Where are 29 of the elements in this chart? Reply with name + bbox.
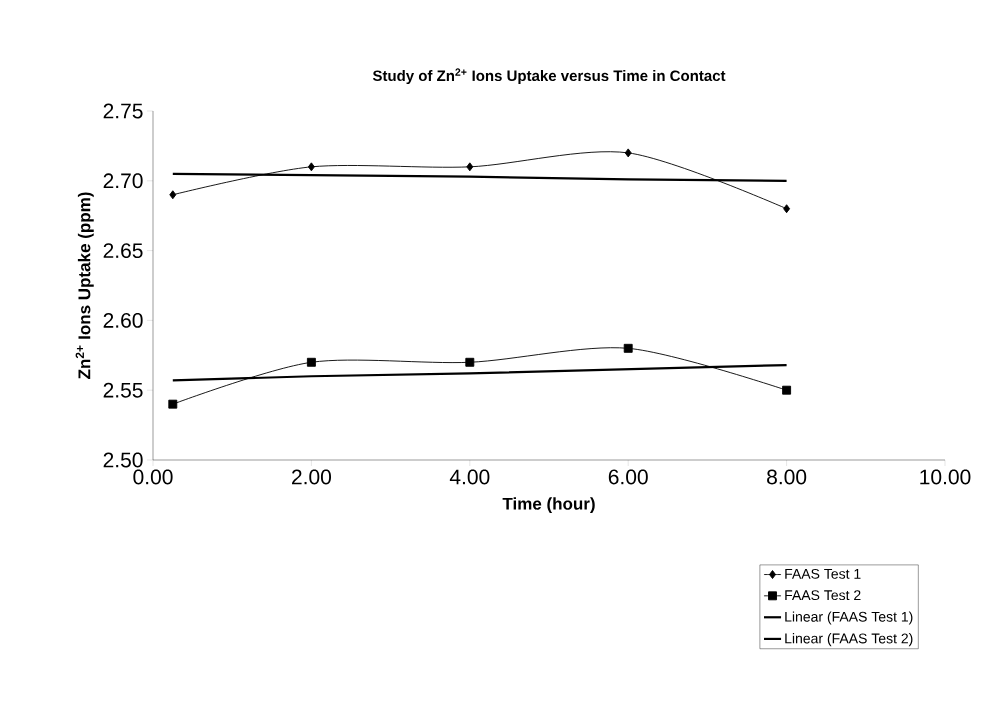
point: [623, 343, 633, 353]
legend-label: Linear (FAAS Test 2): [785, 633, 913, 647]
point: [782, 385, 792, 395]
legend-label: FAAS Test 2: [785, 590, 861, 601]
x-axis-title: Time (hour): [502, 497, 595, 514]
x-tick-label: 4.00: [449, 469, 490, 485]
point: [624, 148, 632, 158]
x-tick-label: 8.00: [767, 469, 807, 485]
y-tick-label: 2.55: [103, 382, 143, 398]
chart-title: Study of Zn$^{2+}$ Ions Uptake versus Time in Contact: [372, 68, 726, 85]
x-tick-label: 6.00: [608, 469, 648, 485]
y-tick-label: 2.50: [103, 452, 143, 468]
point: [169, 190, 177, 200]
y-tick-label: 2.70: [103, 173, 143, 189]
point: [465, 357, 475, 367]
y-axis-title: Zn$^{2+}$ Ions Uptake (ppm): [75, 192, 94, 379]
legend-label: Linear (FAAS Test 1): [785, 611, 913, 625]
point: [466, 162, 474, 172]
y-tick-label: 2.65: [103, 243, 143, 259]
x-tick-label: 2.00: [292, 469, 332, 485]
y-tick-label: 2.60: [103, 312, 143, 328]
x-tick-label: 10.00: [920, 469, 971, 485]
y-tick-label: 2.75: [103, 103, 143, 119]
point: [168, 399, 178, 409]
point: [307, 162, 315, 172]
legend-label: FAAS Test 1: [785, 568, 861, 579]
point: [783, 204, 791, 214]
x-tick-label: 0.00: [133, 469, 173, 485]
point: [306, 357, 316, 367]
